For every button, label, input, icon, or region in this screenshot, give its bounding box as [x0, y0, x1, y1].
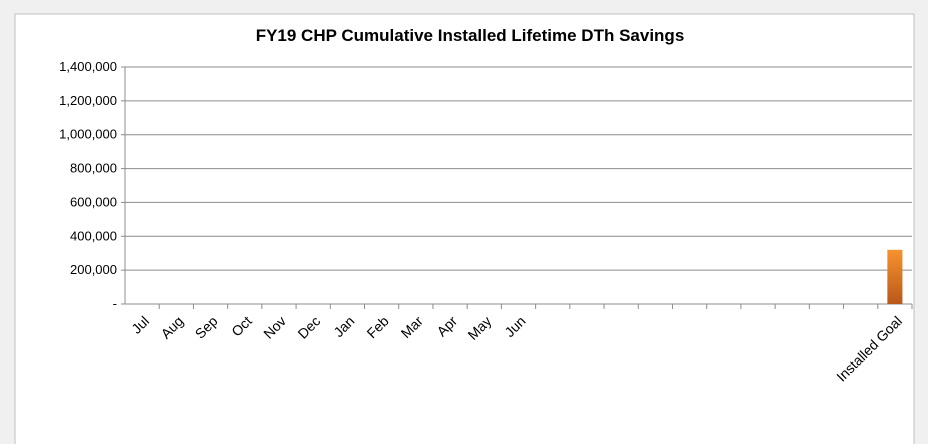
y-tick-label: 1,400,000	[59, 59, 117, 74]
chart-frame	[14, 13, 915, 444]
y-tick-label: 400,000	[70, 228, 117, 243]
y-tick-label: 800,000	[70, 161, 117, 176]
y-tick-label: 1,200,000	[59, 93, 117, 108]
y-tick-label: -	[113, 296, 117, 311]
bar	[887, 249, 903, 304]
y-tick-label: 1,000,000	[59, 127, 117, 142]
chart-title: FY19 CHP Cumulative Installed Lifetime D…	[256, 26, 685, 45]
y-tick-label: 600,000	[70, 194, 117, 209]
y-tick-label: 200,000	[70, 262, 117, 277]
